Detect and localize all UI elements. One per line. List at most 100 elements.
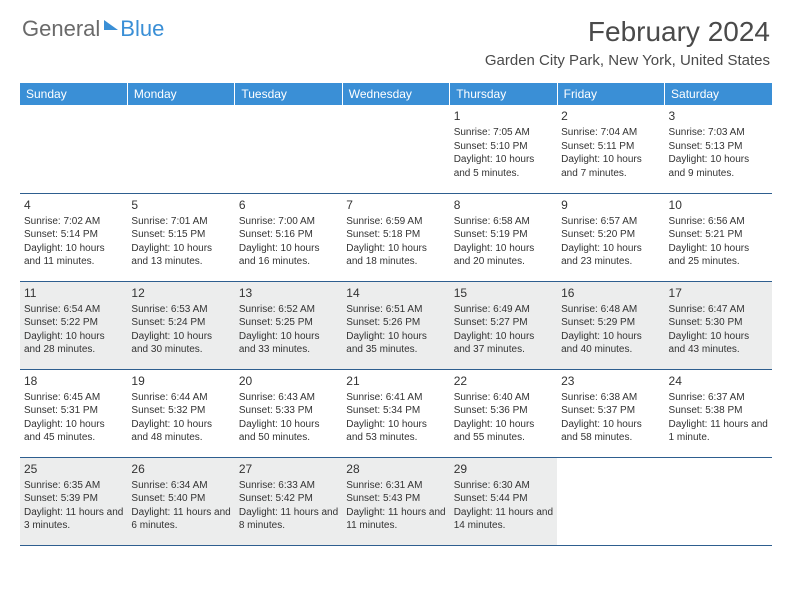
day-header: Friday <box>557 83 664 105</box>
sunset-text: Sunset: 5:32 PM <box>131 404 230 418</box>
sunrise-text: Sunrise: 6:54 AM <box>24 303 123 317</box>
daylight-text: Daylight: 11 hours and 11 minutes. <box>346 506 445 533</box>
day-number: 17 <box>669 285 768 301</box>
daylight-text: Daylight: 10 hours and 33 minutes. <box>239 330 338 357</box>
daylight-text: Daylight: 10 hours and 13 minutes. <box>131 242 230 269</box>
sunrise-text: Sunrise: 7:04 AM <box>561 126 660 140</box>
sunrise-text: Sunrise: 7:03 AM <box>669 126 768 140</box>
day-number: 20 <box>239 373 338 389</box>
daylight-text: Daylight: 10 hours and 40 minutes. <box>561 330 660 357</box>
location-text: Garden City Park, New York, United State… <box>485 52 770 69</box>
sunset-text: Sunset: 5:10 PM <box>454 140 553 154</box>
day-number: 26 <box>131 461 230 477</box>
sunset-text: Sunset: 5:27 PM <box>454 316 553 330</box>
daylight-text: Daylight: 10 hours and 50 minutes. <box>239 418 338 445</box>
sunrise-text: Sunrise: 6:41 AM <box>346 391 445 405</box>
sunset-text: Sunset: 5:42 PM <box>239 492 338 506</box>
day-cell: 10Sunrise: 6:56 AMSunset: 5:21 PMDayligh… <box>665 193 772 281</box>
daylight-text: Daylight: 10 hours and 18 minutes. <box>346 242 445 269</box>
sunrise-text: Sunrise: 6:37 AM <box>669 391 768 405</box>
day-header: Sunday <box>20 83 127 105</box>
day-number: 8 <box>454 197 553 213</box>
daylight-text: Daylight: 10 hours and 7 minutes. <box>561 153 660 180</box>
empty-cell <box>127 105 234 193</box>
day-cell: 21Sunrise: 6:41 AMSunset: 5:34 PMDayligh… <box>342 369 449 457</box>
sunrise-text: Sunrise: 6:40 AM <box>454 391 553 405</box>
sunrise-text: Sunrise: 6:38 AM <box>561 391 660 405</box>
sunset-text: Sunset: 5:20 PM <box>561 228 660 242</box>
daylight-text: Daylight: 10 hours and 5 minutes. <box>454 153 553 180</box>
day-number: 2 <box>561 108 660 124</box>
sunrise-text: Sunrise: 6:43 AM <box>239 391 338 405</box>
calendar-body: 1Sunrise: 7:05 AMSunset: 5:10 PMDaylight… <box>20 105 772 545</box>
day-cell: 29Sunrise: 6:30 AMSunset: 5:44 PMDayligh… <box>450 457 557 545</box>
daylight-text: Daylight: 10 hours and 45 minutes. <box>24 418 123 445</box>
sunset-text: Sunset: 5:25 PM <box>239 316 338 330</box>
daylight-text: Daylight: 11 hours and 8 minutes. <box>239 506 338 533</box>
empty-cell <box>665 457 772 545</box>
logo-text-general: General <box>22 16 100 42</box>
daylight-text: Daylight: 11 hours and 14 minutes. <box>454 506 553 533</box>
day-cell: 15Sunrise: 6:49 AMSunset: 5:27 PMDayligh… <box>450 281 557 369</box>
calendar-row: 25Sunrise: 6:35 AMSunset: 5:39 PMDayligh… <box>20 457 772 545</box>
day-cell: 13 Sunrise: 6:52 AMSunset: 5:25 PMDayligh… <box>235 281 342 369</box>
sunset-text: Sunset: 5:39 PM <box>24 492 123 506</box>
day-cell: 5Sunrise: 7:01 AMSunset: 5:15 PMDaylight… <box>127 193 234 281</box>
day-cell: 18Sunrise: 6:45 AMSunset: 5:31 PMDayligh… <box>20 369 127 457</box>
day-cell: 1 Sunrise: 7:05 AMSunset: 5:10 PMDaylight… <box>450 105 557 193</box>
day-number: 1 <box>454 108 553 124</box>
day-number: 14 <box>346 285 445 301</box>
sunset-text: Sunset: 5:30 PM <box>669 316 768 330</box>
sunrise-text: Sunrise: 6:47 AM <box>669 303 768 317</box>
title-block: February 2024 Garden City Park, New York… <box>485 16 770 69</box>
month-title: February 2024 <box>485 16 770 48</box>
daylight-text: Daylight: 10 hours and 20 minutes. <box>454 242 553 269</box>
sunset-text: Sunset: 5:37 PM <box>561 404 660 418</box>
sunrise-text: Sunrise: 6:52 AM <box>239 303 338 317</box>
daylight-text: Daylight: 10 hours and 30 minutes. <box>131 330 230 357</box>
sunset-text: Sunset: 5:38 PM <box>669 404 768 418</box>
sunrise-text: Sunrise: 6:53 AM <box>131 303 230 317</box>
sunset-text: Sunset: 5:43 PM <box>346 492 445 506</box>
day-number: 13 <box>239 285 338 301</box>
sunrise-text: Sunrise: 7:05 AM <box>454 126 553 140</box>
sunset-text: Sunset: 5:13 PM <box>669 140 768 154</box>
day-cell: 17Sunrise: 6:47 AMSunset: 5:30 PMDayligh… <box>665 281 772 369</box>
sunset-text: Sunset: 5:31 PM <box>24 404 123 418</box>
day-header-row: Sunday Monday Tuesday Wednesday Thursday… <box>20 83 772 105</box>
day-header: Tuesday <box>235 83 342 105</box>
sunrise-text: Sunrise: 7:00 AM <box>239 215 338 229</box>
day-cell: 28Sunrise: 6:31 AMSunset: 5:43 PMDayligh… <box>342 457 449 545</box>
daylight-text: Daylight: 11 hours and 6 minutes. <box>131 506 230 533</box>
sunset-text: Sunset: 5:16 PM <box>239 228 338 242</box>
sunrise-text: Sunrise: 6:48 AM <box>561 303 660 317</box>
empty-cell <box>235 105 342 193</box>
day-cell: 9Sunrise: 6:57 AMSunset: 5:20 PMDaylight… <box>557 193 664 281</box>
day-number: 23 <box>561 373 660 389</box>
day-cell: 6Sunrise: 7:00 AMSunset: 5:16 PMDaylight… <box>235 193 342 281</box>
day-cell: 14Sunrise: 6:51 AMSunset: 5:26 PMDayligh… <box>342 281 449 369</box>
daylight-text: Daylight: 10 hours and 58 minutes. <box>561 418 660 445</box>
sunset-text: Sunset: 5:34 PM <box>346 404 445 418</box>
calendar-table: Sunday Monday Tuesday Wednesday Thursday… <box>20 83 772 546</box>
day-header: Saturday <box>665 83 772 105</box>
daylight-text: Daylight: 10 hours and 23 minutes. <box>561 242 660 269</box>
daylight-text: Daylight: 10 hours and 48 minutes. <box>131 418 230 445</box>
day-number: 21 <box>346 373 445 389</box>
daylight-text: Daylight: 11 hours and 1 minute. <box>669 418 768 445</box>
sunrise-text: Sunrise: 6:57 AM <box>561 215 660 229</box>
empty-cell <box>557 457 664 545</box>
day-number: 4 <box>24 197 123 213</box>
sunset-text: Sunset: 5:44 PM <box>454 492 553 506</box>
sunset-text: Sunset: 5:40 PM <box>131 492 230 506</box>
sunset-text: Sunset: 5:21 PM <box>669 228 768 242</box>
sunset-text: Sunset: 5:19 PM <box>454 228 553 242</box>
daylight-text: Daylight: 10 hours and 16 minutes. <box>239 242 338 269</box>
daylight-text: Daylight: 10 hours and 25 minutes. <box>669 242 768 269</box>
daylight-text: Daylight: 10 hours and 11 minutes. <box>24 242 123 269</box>
sunrise-text: Sunrise: 7:02 AM <box>24 215 123 229</box>
day-number: 19 <box>131 373 230 389</box>
day-cell: 11Sunrise: 6:54 AMSunset: 5:22 PMDayligh… <box>20 281 127 369</box>
day-cell: 23 Sunrise: 6:38 AMSunset: 5:37 PMDayligh… <box>557 369 664 457</box>
sunset-text: Sunset: 5:26 PM <box>346 316 445 330</box>
